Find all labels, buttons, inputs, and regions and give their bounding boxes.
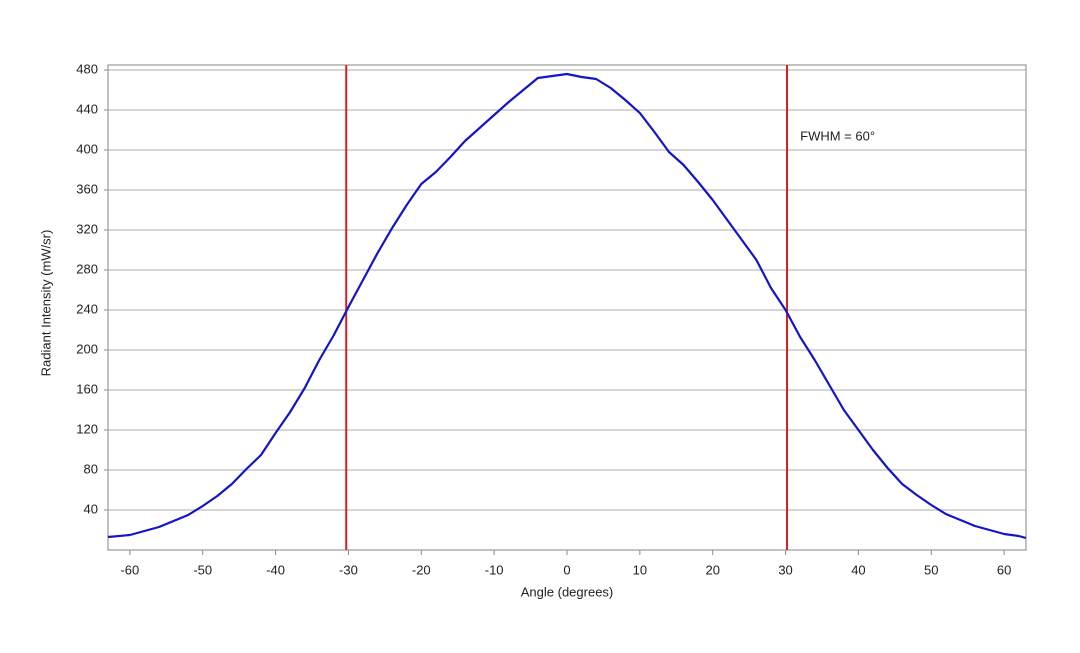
x-tick-label: -60 xyxy=(120,562,139,577)
y-tick-label: 80 xyxy=(84,461,98,476)
y-tick-label: 440 xyxy=(76,101,98,116)
y-tick-label: 120 xyxy=(76,421,98,436)
x-tick-label: -20 xyxy=(412,562,431,577)
y-tick-label: 280 xyxy=(76,261,98,276)
y-tick-label: 40 xyxy=(84,501,98,516)
x-tick-label: -50 xyxy=(193,562,212,577)
x-tick-label: 60 xyxy=(997,562,1011,577)
y-tick-label: 200 xyxy=(76,341,98,356)
x-tick-label: -10 xyxy=(485,562,504,577)
y-tick-label: 320 xyxy=(76,221,98,236)
x-axis-label: Angle (degrees) xyxy=(521,584,614,599)
x-tick-label: -30 xyxy=(339,562,358,577)
plot-border xyxy=(107,64,1027,551)
x-tick-label: -40 xyxy=(266,562,285,577)
y-tick-label: 480 xyxy=(76,61,98,76)
x-tick-label: 0 xyxy=(563,562,570,577)
y-tick-label: 360 xyxy=(76,181,98,196)
series-line xyxy=(107,72,1027,540)
x-tick-label: 30 xyxy=(778,562,792,577)
y-tick-label: 400 xyxy=(76,141,98,156)
y-tick-label: 240 xyxy=(76,301,98,316)
y-tick-label: 160 xyxy=(76,381,98,396)
x-tick-label: 20 xyxy=(705,562,719,577)
x-tick-label: 10 xyxy=(633,562,647,577)
annotation: FWHM = 60° xyxy=(800,128,875,143)
x-tick-label: 50 xyxy=(924,562,938,577)
x-tick-label: 40 xyxy=(851,562,865,577)
y-axis-label: Radiant Intensity (mW/sr) xyxy=(38,230,53,377)
